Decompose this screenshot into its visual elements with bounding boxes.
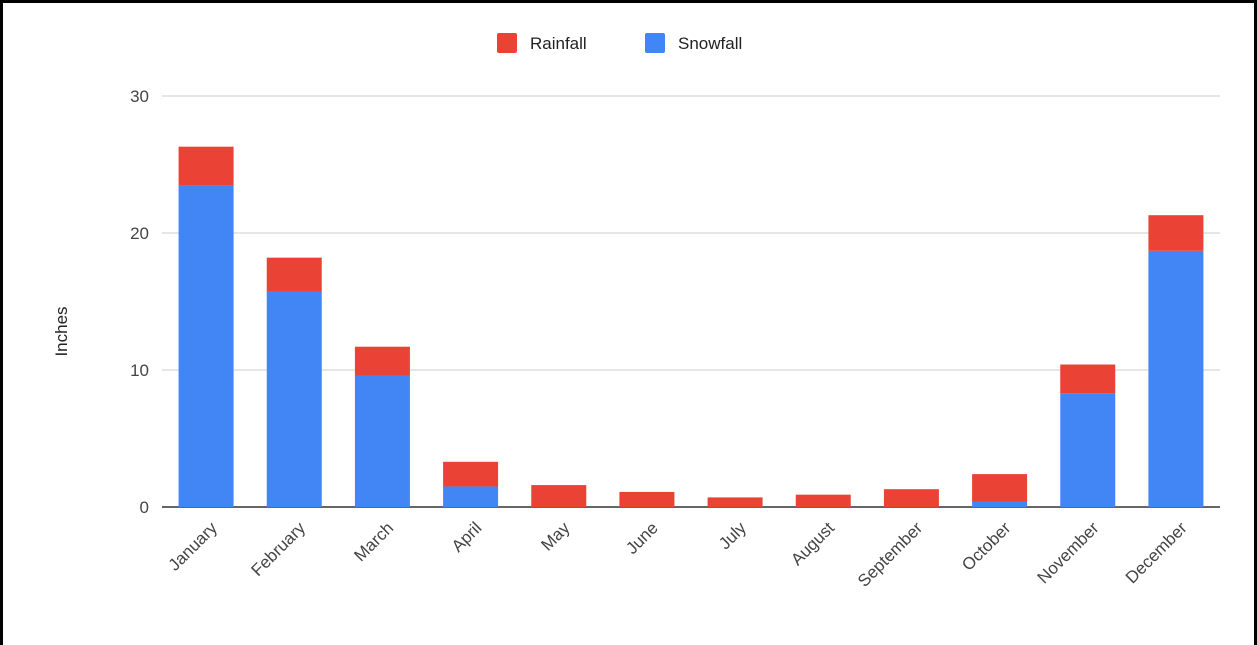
y-tick-label: 10 [130, 361, 149, 380]
gridlines [162, 95, 1220, 508]
bar-snowfall-january [178, 185, 234, 508]
y-tick-label: 30 [130, 87, 149, 106]
x-tick-label: January [165, 518, 222, 575]
x-tick-label: February [248, 518, 310, 580]
bars [178, 146, 1204, 508]
legend-label-snowfall: Snowfall [678, 34, 742, 53]
y-tick-label: 0 [140, 498, 149, 517]
bar-rainfall-february [266, 257, 322, 292]
legend: Rainfall Snowfall [497, 33, 742, 53]
y-tick-label: 20 [130, 224, 149, 243]
bar-rainfall-march [354, 346, 410, 376]
x-tick-label: June [622, 518, 662, 558]
x-tick-label: October [958, 518, 1014, 574]
bar-rainfall-october [972, 474, 1028, 502]
bar-rainfall-january [178, 146, 234, 186]
bar-snowfall-april [443, 486, 499, 507]
x-tick-label: May [537, 518, 573, 554]
y-tick-labels: 0 10 20 30 [130, 87, 149, 517]
x-tick-label: December [1122, 518, 1191, 587]
x-tick-label: September [854, 518, 926, 590]
bar-rainfall-december [1148, 215, 1204, 251]
legend-swatch-snowfall [645, 33, 665, 53]
bar-rainfall-may [531, 485, 587, 507]
x-tick-label: April [448, 518, 485, 555]
bar-snowfall-october [972, 501, 1028, 507]
bar-snowfall-february [266, 291, 322, 507]
legend-label-rainfall: Rainfall [530, 34, 587, 53]
x-tick-label: August [787, 518, 838, 569]
x-tick-label: July [715, 518, 750, 553]
bar-rainfall-november [1060, 364, 1116, 394]
bar-snowfall-march [354, 375, 410, 507]
x-tick-labels: January February March April May June July Augu… [165, 518, 1191, 591]
bar-snowfall-november [1060, 393, 1116, 507]
bar-rainfall-september [883, 489, 939, 507]
x-tick-label: November [1034, 518, 1103, 587]
y-axis-label: Inches [52, 306, 71, 356]
bar-rainfall-april [443, 461, 499, 487]
x-tick-label: March [350, 518, 397, 565]
bar-snowfall-december [1148, 250, 1204, 507]
bar-rainfall-july [707, 497, 763, 507]
legend-swatch-rainfall [497, 33, 517, 53]
bar-rainfall-june [619, 491, 675, 507]
bar-rainfall-august [795, 494, 851, 507]
